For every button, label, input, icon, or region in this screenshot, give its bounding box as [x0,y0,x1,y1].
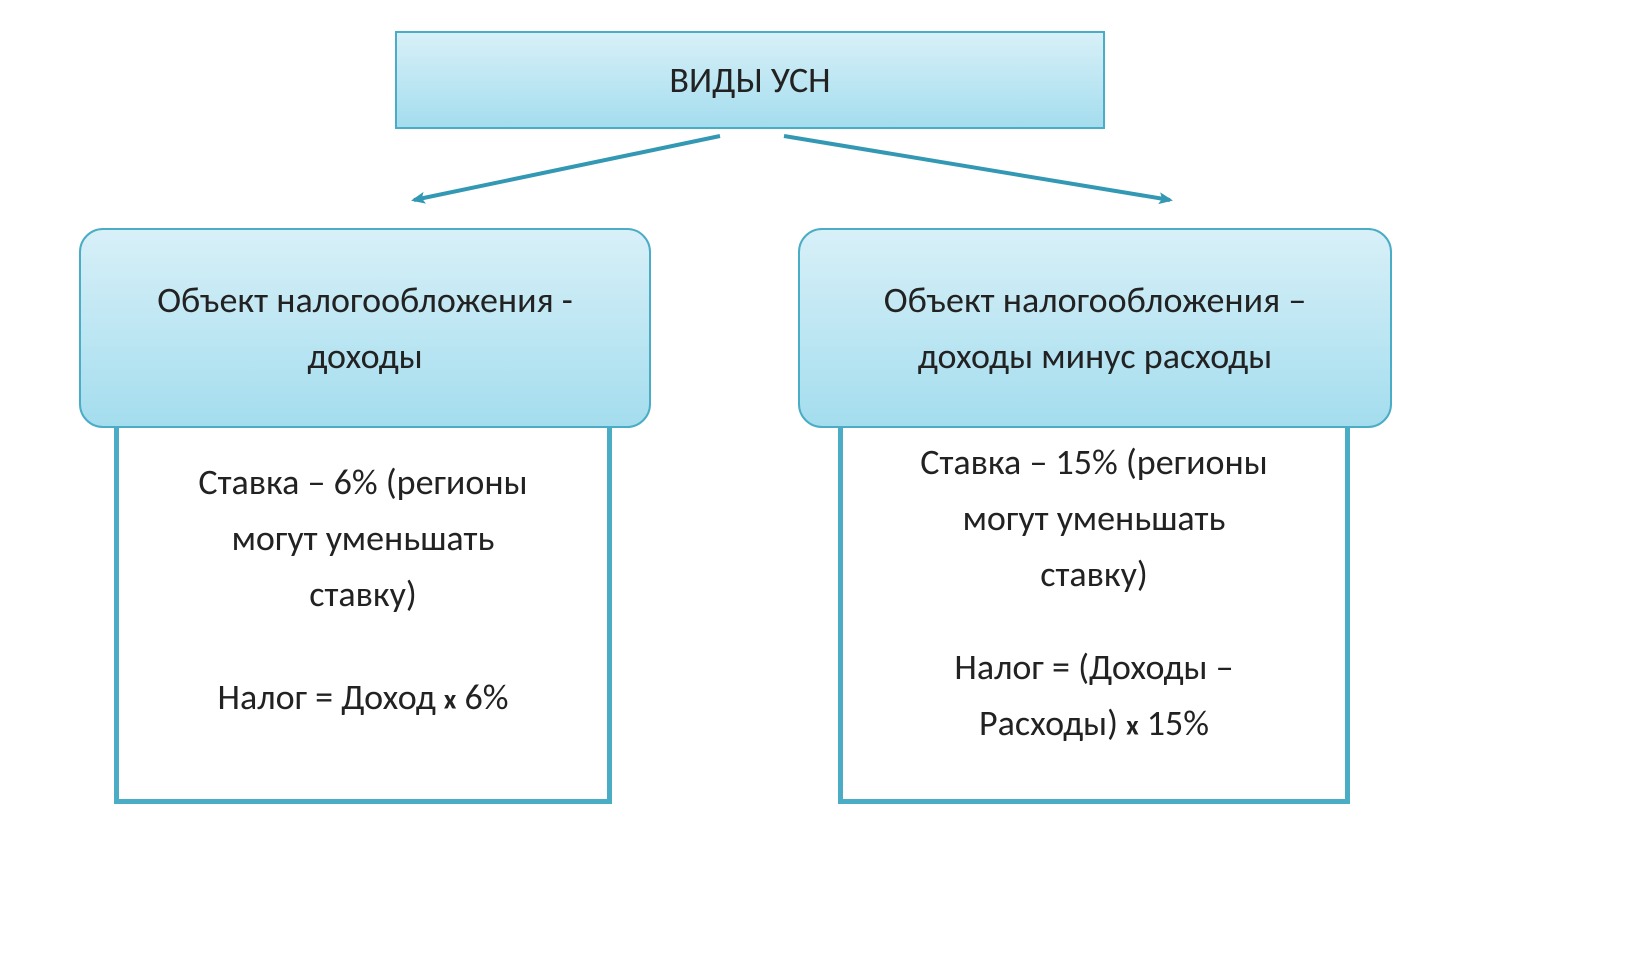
diagram-title: ВИДЫ УСН [395,31,1105,129]
formula-text: Налог = Доход х 6% [119,669,607,728]
branch-header-text: Объект налогообложения - доходы [157,272,573,384]
arrow-left [400,130,740,220]
branch-detail-income: Ставка – 6% (регионы могут уменьшать ста… [114,414,612,804]
branch-detail-income-minus-expenses: Ставка – 15% (регионы могут уменьшать ст… [838,414,1350,804]
rate-text: Ставка – 6% (регионы могут уменьшать ста… [119,454,607,622]
formula-text: Налог = (Доходы – Расходы) х 15% [843,639,1345,754]
branch-header-income-minus-expenses: Объект налогообложения – доходы минус ра… [798,228,1392,428]
arrow-right [770,130,1190,220]
branch-header-text: Объект налогообложения – доходы минус ра… [884,272,1307,384]
title-text: ВИДЫ УСН [669,58,830,102]
branch-header-income: Объект налогообложения - доходы [79,228,651,428]
rate-text: Ставка – 15% (регионы могут уменьшать ст… [843,434,1345,602]
